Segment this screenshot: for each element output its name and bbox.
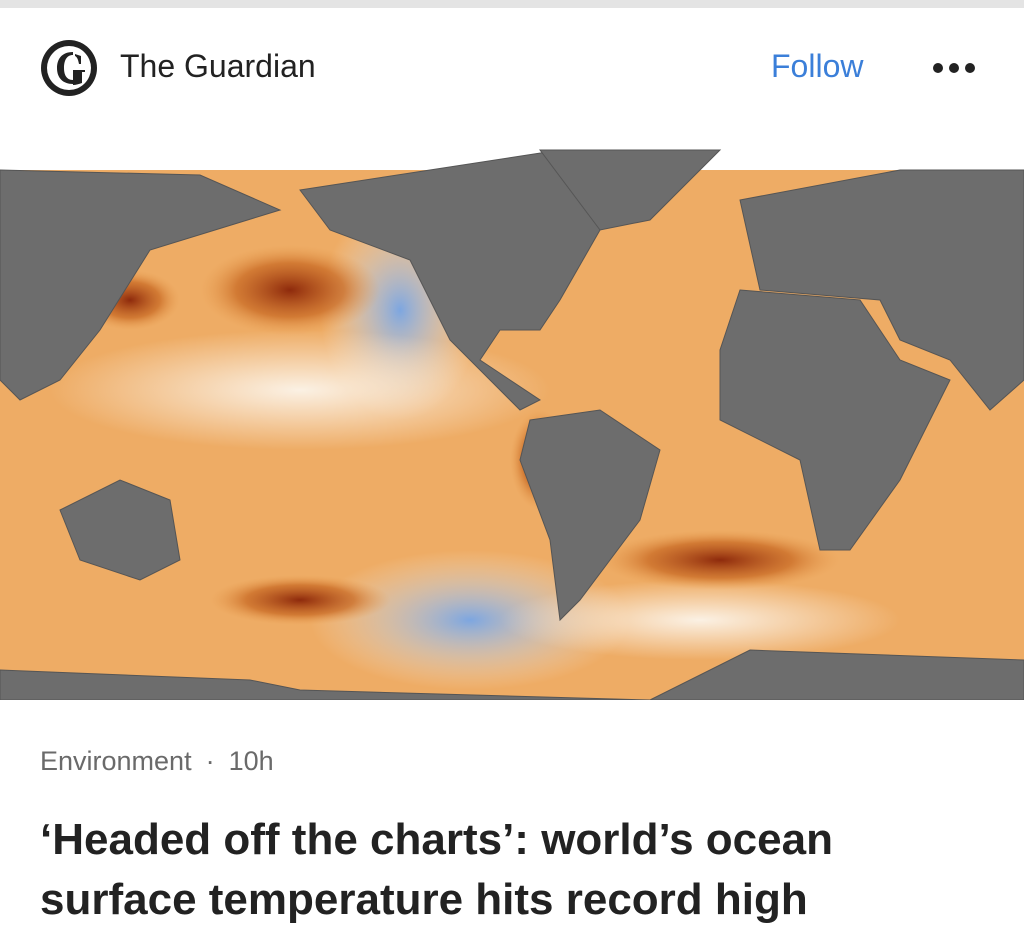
time: 10h [228, 746, 274, 776]
article-meta: Environment · 10h [40, 746, 288, 777]
more-menu[interactable] [930, 58, 978, 78]
headline[interactable]: ‘Headed off the charts’: world’s ocean s… [40, 815, 833, 924]
article-image[interactable] [0, 140, 1024, 700]
follow-button[interactable]: Follow [771, 48, 864, 84]
top-bar [0, 0, 1024, 8]
section[interactable]: Environment [40, 746, 192, 776]
separator: · [205, 746, 215, 776]
source-logo[interactable] [39, 38, 99, 98]
source-name[interactable]: The Guardian [120, 48, 316, 84]
